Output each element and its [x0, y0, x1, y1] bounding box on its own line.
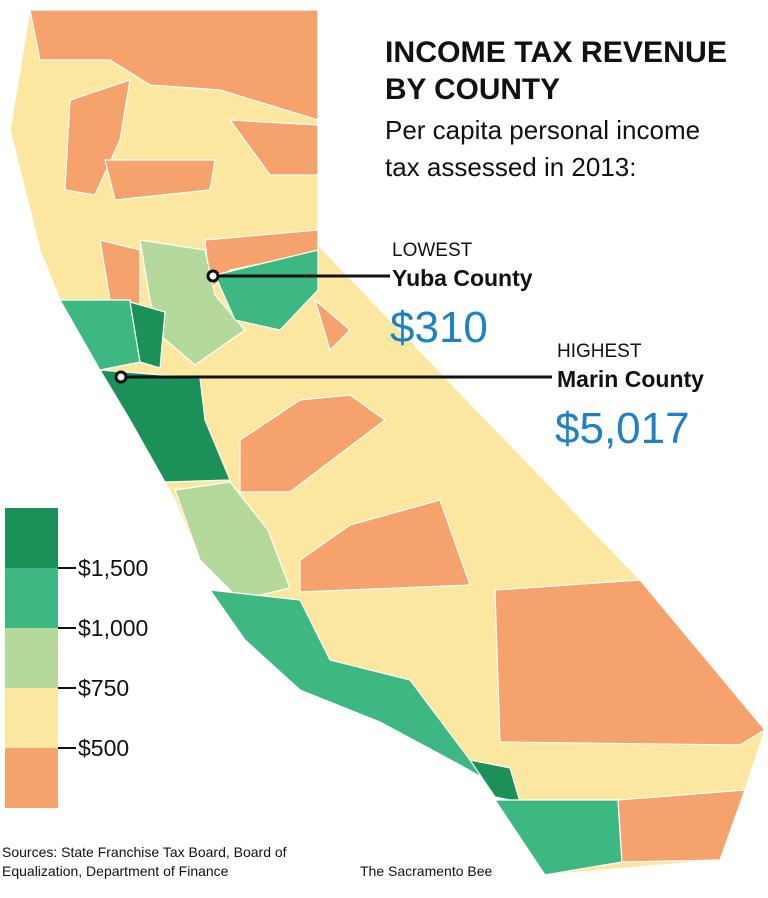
callout-value: $310 [390, 303, 488, 352]
callout-dot [206, 269, 220, 283]
county [299, 499, 471, 593]
legend-label: $500 [78, 735, 129, 761]
callout-lines [114, 269, 552, 384]
callout-county: Marin County [557, 366, 704, 392]
county [174, 481, 291, 601]
title-line: BY COUNTY [385, 73, 560, 106]
callout-dot [114, 370, 128, 384]
subtitle-line: tax assessed in 2013: [385, 152, 637, 182]
callout-label: LOWEST [392, 240, 473, 261]
credit: The Sacramento Bee [360, 863, 493, 879]
legend-swatch [5, 628, 58, 688]
county [58, 299, 141, 371]
county [228, 119, 319, 176]
county [617, 789, 746, 863]
county [129, 301, 166, 369]
callout-label: HIGHEST [557, 341, 642, 362]
legend-label: $1,500 [78, 555, 148, 581]
sources-line: Equalization, Department of Finance [2, 863, 229, 879]
county [239, 394, 387, 493]
title-line: INCOME TAX REVENUE [385, 36, 727, 69]
subtitle-line: Per capita personal income [385, 115, 700, 145]
county [104, 159, 216, 201]
callout-county: Yuba County [392, 265, 533, 291]
legend-swatch [5, 568, 58, 628]
legend-swatch [5, 508, 58, 568]
california-map [9, 9, 766, 876]
sources-line: Sources: State Franchise Tax Board, Boar… [2, 844, 287, 860]
legend-swatch [5, 748, 58, 808]
county [139, 239, 246, 366]
county [214, 249, 319, 331]
callout-value: $5,017 [555, 404, 690, 453]
county [313, 298, 351, 352]
legend-label: $750 [78, 675, 129, 701]
county [29, 9, 319, 121]
county [493, 799, 623, 876]
legend-swatch [5, 688, 58, 748]
county [494, 579, 766, 746]
legend-label: $1,000 [78, 615, 148, 641]
legend: $1,500 $1,000 $750 $500 [5, 508, 148, 808]
